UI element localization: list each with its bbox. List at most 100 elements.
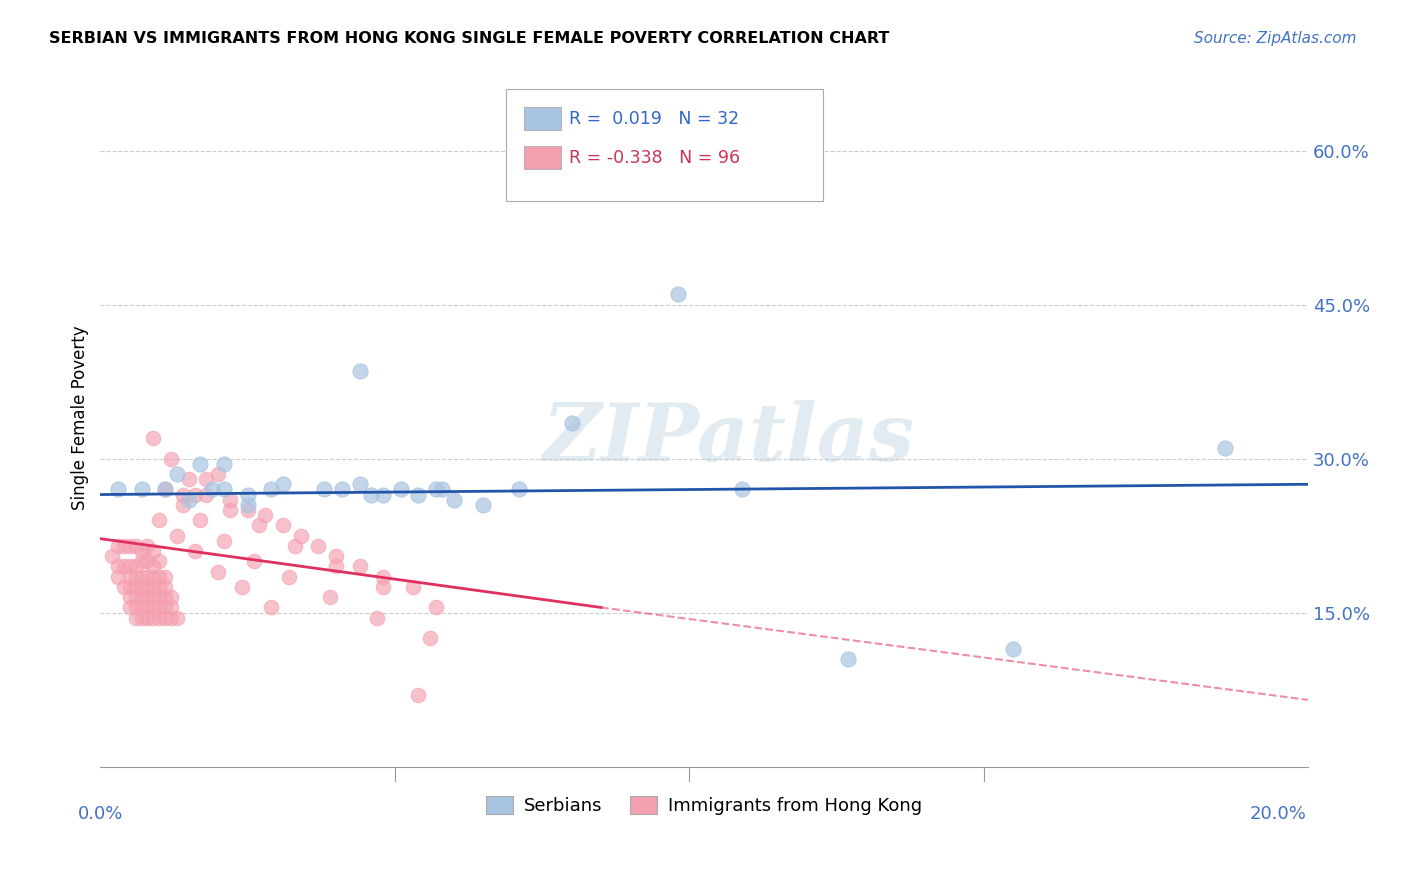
Point — [177, 492, 200, 507]
Point — [107, 559, 129, 574]
Point — [125, 600, 148, 615]
Point — [177, 472, 200, 486]
Point — [107, 483, 129, 497]
Point — [136, 569, 159, 583]
Point — [349, 559, 371, 574]
Point — [118, 539, 141, 553]
Point — [731, 483, 754, 497]
Text: Source: ZipAtlas.com: Source: ZipAtlas.com — [1194, 31, 1357, 46]
Point — [1215, 442, 1237, 456]
Text: R = -0.338   N = 96: R = -0.338 N = 96 — [569, 149, 741, 167]
Point — [101, 549, 124, 563]
Point — [183, 487, 205, 501]
Point — [148, 554, 170, 568]
Point — [307, 539, 329, 553]
Point — [330, 483, 353, 497]
Point — [349, 477, 371, 491]
Point — [190, 457, 212, 471]
Point — [112, 539, 135, 553]
Point — [271, 477, 294, 491]
Point — [153, 591, 176, 605]
Point — [160, 591, 183, 605]
Point — [148, 580, 170, 594]
Point — [107, 569, 129, 583]
Point — [425, 483, 447, 497]
Point — [118, 591, 141, 605]
Point — [1002, 641, 1025, 656]
Point — [125, 580, 148, 594]
Point — [142, 580, 165, 594]
Point — [260, 600, 283, 615]
Point — [284, 539, 307, 553]
Point — [142, 591, 165, 605]
Point — [371, 487, 394, 501]
Point — [136, 611, 159, 625]
Point — [142, 559, 165, 574]
Point — [142, 569, 165, 583]
Point — [131, 554, 153, 568]
Point — [153, 483, 176, 497]
Text: 20.0%: 20.0% — [1250, 805, 1308, 823]
Point — [247, 518, 270, 533]
Point — [231, 580, 253, 594]
Point — [212, 483, 235, 497]
Point — [207, 467, 229, 481]
Point — [561, 416, 583, 430]
Text: SERBIAN VS IMMIGRANTS FROM HONG KONG SINGLE FEMALE POVERTY CORRELATION CHART: SERBIAN VS IMMIGRANTS FROM HONG KONG SIN… — [49, 31, 890, 46]
Point — [131, 600, 153, 615]
Point — [153, 483, 176, 497]
Point — [236, 498, 259, 512]
Point — [131, 591, 153, 605]
Point — [136, 591, 159, 605]
Point — [136, 600, 159, 615]
Point — [172, 487, 194, 501]
Point — [125, 539, 148, 553]
Point — [153, 600, 176, 615]
Point — [190, 513, 212, 527]
Point — [195, 472, 218, 486]
Point — [389, 483, 412, 497]
Point — [314, 483, 336, 497]
Point — [148, 600, 170, 615]
Point — [508, 483, 530, 497]
Point — [443, 492, 465, 507]
Point — [371, 580, 394, 594]
Point — [212, 457, 235, 471]
Point — [201, 483, 224, 497]
Point — [131, 483, 153, 497]
Point — [408, 487, 430, 501]
Legend: Serbians, Immigrants from Hong Kong: Serbians, Immigrants from Hong Kong — [478, 787, 931, 824]
Point — [219, 503, 242, 517]
Point — [160, 600, 183, 615]
Point — [125, 611, 148, 625]
Point — [401, 580, 423, 594]
Point — [166, 528, 188, 542]
Point — [131, 611, 153, 625]
Point — [148, 591, 170, 605]
Point — [430, 483, 453, 497]
Point — [131, 544, 153, 558]
Point — [142, 600, 165, 615]
Point — [153, 580, 176, 594]
Text: ZIPatlas: ZIPatlas — [543, 400, 914, 477]
Point — [131, 580, 153, 594]
Point — [136, 554, 159, 568]
Point — [136, 539, 159, 553]
Point — [148, 569, 170, 583]
Point — [419, 632, 441, 646]
Point — [112, 559, 135, 574]
Point — [212, 533, 235, 548]
Point — [172, 498, 194, 512]
Point — [371, 569, 394, 583]
Point — [148, 611, 170, 625]
Point — [666, 287, 689, 301]
Point — [360, 487, 382, 501]
Point — [242, 554, 264, 568]
Point — [125, 569, 148, 583]
Point — [160, 451, 183, 466]
Point — [271, 518, 294, 533]
Point — [207, 565, 229, 579]
Point — [366, 611, 388, 625]
Point — [319, 591, 342, 605]
Point — [236, 503, 259, 517]
